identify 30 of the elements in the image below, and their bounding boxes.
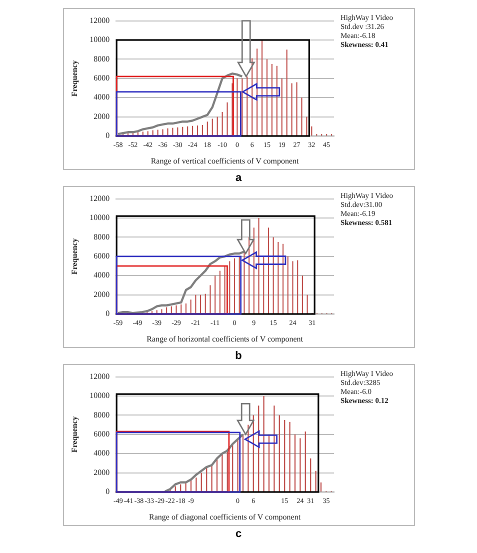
y-tick-label: 8000 — [93, 410, 110, 420]
y-axis-title: Frequency — [69, 238, 78, 275]
y-tick-label: 2000 — [93, 290, 110, 299]
x-axis-title: Range of horizontal coefficients of V component — [146, 334, 304, 344]
y-tick-label: 12000 — [89, 16, 110, 25]
y-tick-label: 0 — [105, 131, 110, 140]
y-axis-title: Frequency — [69, 60, 78, 97]
y-tick-label: 2000 — [93, 468, 110, 477]
y-tick-label: 10000 — [89, 213, 110, 222]
text: a — [234, 171, 243, 186]
y-tick-label: 6000 — [93, 73, 110, 82]
y-tick-label: 4000 — [93, 270, 110, 280]
x-axis-title: Range of diagonal coefficients of V component — [148, 512, 301, 522]
y-tick-label: 2000 — [93, 112, 110, 121]
y-tick-label: 12000 — [89, 372, 110, 381]
y-tick-label: 6000 — [93, 251, 110, 260]
y-tick-label: 4000 — [93, 448, 110, 458]
y-tick-label: 4000 — [93, 92, 110, 102]
x-axis-title: Range of vertical coefficients of V component — [150, 156, 300, 166]
y-tick-label: 10000 — [89, 391, 110, 400]
y-tick-label: 12000 — [89, 194, 110, 203]
y-axis-title: Frequency — [69, 416, 78, 453]
y-tick-label: 0 — [105, 309, 110, 318]
y-tick-label: 6000 — [93, 429, 110, 438]
y-tick-label: 10000 — [89, 35, 110, 44]
y-tick-label: 0 — [105, 487, 110, 496]
y-tick-label: 8000 — [93, 54, 110, 64]
y-tick-label: 8000 — [93, 232, 110, 242]
text: b — [234, 349, 243, 364]
text: c — [234, 527, 243, 542]
